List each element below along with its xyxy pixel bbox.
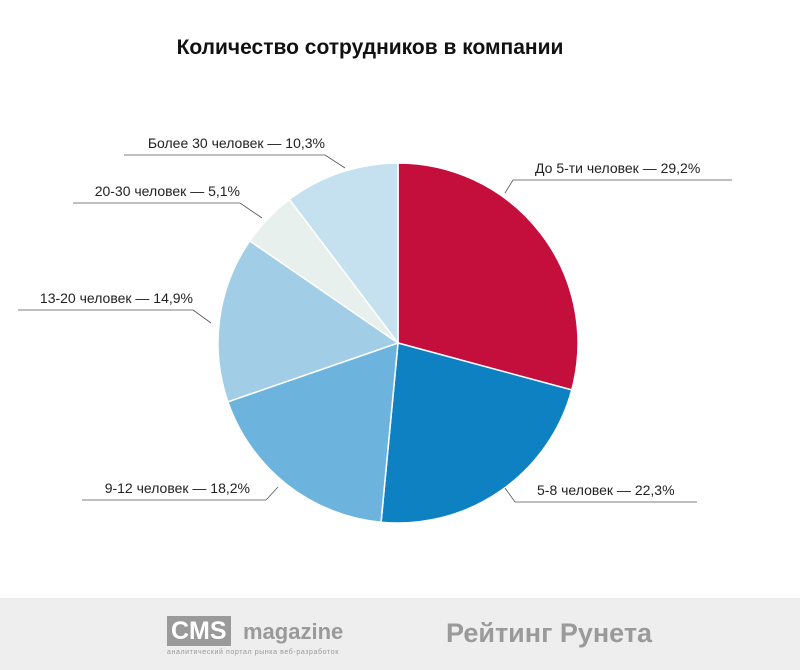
slice-label-5: 20-30 человек — 5,1% [95, 183, 240, 199]
leader-lines [18, 154, 732, 503]
pie-slices [217, 162, 579, 524]
slice-label-4: 13-20 человек — 14,9% [40, 290, 193, 306]
slice-label-6: Более 30 человек — 10,3% [148, 135, 325, 151]
leader-line-2 [504, 487, 516, 503]
leader-line-1 [504, 179, 514, 194]
pie-slice-6 [288, 162, 399, 346]
slice-labels: До 5-ти человек — 29,2% 5-8 человек — 22,… [40, 135, 700, 498]
cms-logo-tagline: аналитический портал рынка веб-разработо… [167, 649, 339, 656]
leader-line-3 [265, 486, 279, 501]
cms-logo-word: magazine [243, 619, 344, 644]
leader-line-4 [192, 309, 212, 324]
pie-slice-1 [397, 162, 579, 391]
pie-slice-4 [217, 239, 400, 403]
leader-line-6 [324, 154, 346, 169]
leader-line-5 [239, 202, 263, 219]
slice-label-3: 9-12 человек — 18,2% [105, 480, 250, 496]
cms-logo-mark: CMS [167, 616, 231, 646]
footer: CMS magazine аналитический портал рынка … [0, 598, 800, 670]
rating-runeta-logo[interactable]: Рейтинг Рунета [446, 618, 653, 648]
slice-label-2: 5-8 человек — 22,3% [537, 482, 675, 498]
pie-slice-2 [380, 342, 573, 524]
pie-chart: До 5-ти человек — 29,2% 5-8 человек — 22,… [18, 135, 732, 524]
slice-label-1: До 5-ти человек — 29,2% [535, 160, 700, 176]
chart-title: Количество сотрудников в компании [176, 36, 564, 59]
